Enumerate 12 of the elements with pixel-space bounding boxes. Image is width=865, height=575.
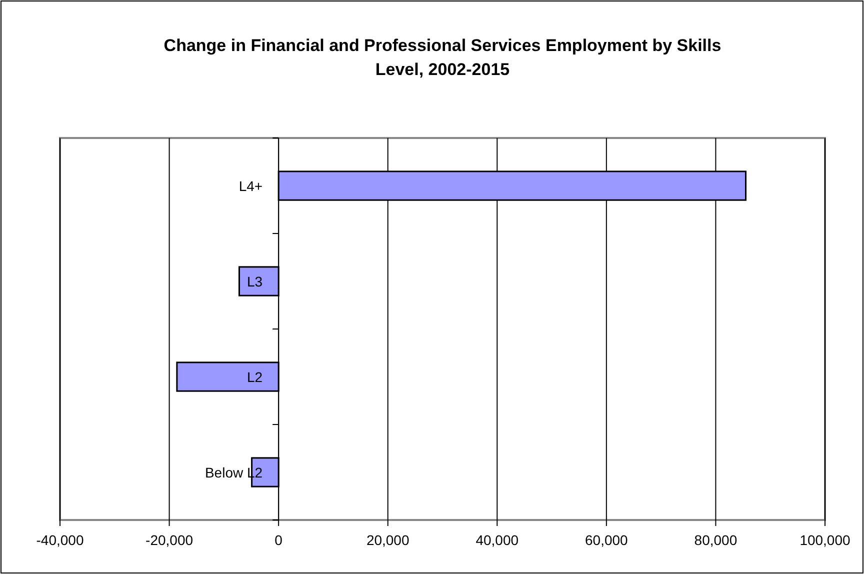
x-tick-label: 40,000 [476, 532, 519, 548]
x-tick-label: 20,000 [366, 532, 410, 548]
x-tick-label: -20,000 [146, 532, 194, 548]
y-tick-label: L2 [246, 368, 263, 385]
y-tick-label: L3 [246, 273, 263, 290]
x-tick-label: -40,000 [36, 532, 84, 548]
x-tick-label: 0 [274, 532, 283, 548]
y-tick-label: L4+ [238, 178, 263, 194]
chart-title: Change in Financial and Professional Services Employment by Skills Level, 2002-2015 [164, 36, 722, 79]
x-tick-label: 80,000 [694, 532, 738, 548]
x-tick-label: 60,000 [585, 532, 628, 548]
x-tick-label: 100,000 [800, 532, 851, 548]
